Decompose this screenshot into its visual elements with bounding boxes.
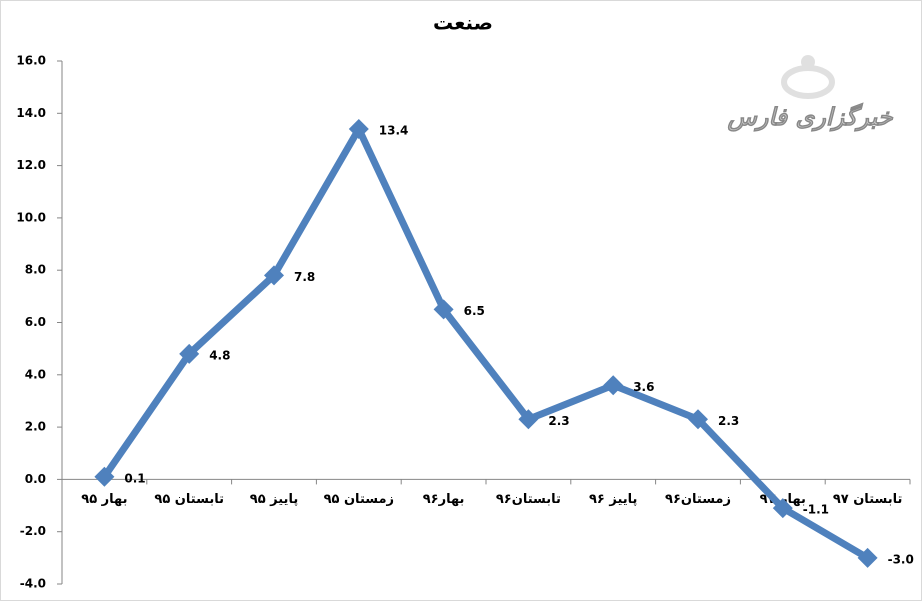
x-tick-label: پاییز ۹۶ xyxy=(589,492,637,507)
marker xyxy=(518,409,539,430)
y-tick-label: -4.0 xyxy=(20,577,46,591)
data-label: 7.8 xyxy=(294,270,315,284)
marker xyxy=(603,375,624,396)
data-label: 4.8 xyxy=(209,348,230,362)
line xyxy=(101,125,870,561)
y-tick-label: 12.0 xyxy=(16,158,46,172)
x-tick-label: بهار ۹۵ xyxy=(81,492,127,507)
y-tick-label: 16.0 xyxy=(16,54,46,68)
y-tick-label: 0.0 xyxy=(25,472,46,486)
x-tick-label: تابستان۹۶ xyxy=(496,492,561,507)
x-tick-label: بهار۹۶ xyxy=(423,492,465,507)
data-label: 3.6 xyxy=(633,380,654,394)
x-tick-label: تابستان ۹۷ xyxy=(833,492,903,507)
marker xyxy=(772,498,793,519)
marker xyxy=(348,118,369,139)
y-tick-label: 4.0 xyxy=(25,367,46,381)
y-tick-label: 10.0 xyxy=(16,210,46,224)
data-label: -1.1 xyxy=(803,503,829,517)
chart-title: صنعت xyxy=(433,11,493,35)
watermark-logo xyxy=(781,55,835,99)
data-label: 13.4 xyxy=(379,123,409,137)
y-tick-label: 14.0 xyxy=(16,106,46,120)
y-tick-label: 6.0 xyxy=(25,315,46,329)
data-label: 6.5 xyxy=(464,304,485,318)
y-tick-label: 8.0 xyxy=(25,263,46,277)
data-label: 0.1 xyxy=(124,471,145,485)
marker xyxy=(433,299,454,320)
x-tick-label: زمستان ۹۵ xyxy=(324,492,394,507)
marker xyxy=(264,265,284,286)
x-tick-label: تابستان ۹۵ xyxy=(154,492,224,507)
data-label: -3.0 xyxy=(888,552,914,566)
marker xyxy=(857,547,878,568)
watermark: خبرگزاری فارس xyxy=(726,102,893,132)
marker xyxy=(688,409,708,430)
x-tick-label: پاییز ۹۵ xyxy=(250,492,298,507)
y-tick-label: 2.0 xyxy=(25,420,46,434)
data-label: 2.3 xyxy=(548,414,569,428)
x-tick-label: زمستان۹۶ xyxy=(665,492,731,507)
marker xyxy=(94,466,115,487)
marker xyxy=(179,343,200,364)
data-label: 2.3 xyxy=(718,414,739,428)
y-tick-label: -2.0 xyxy=(20,524,46,538)
